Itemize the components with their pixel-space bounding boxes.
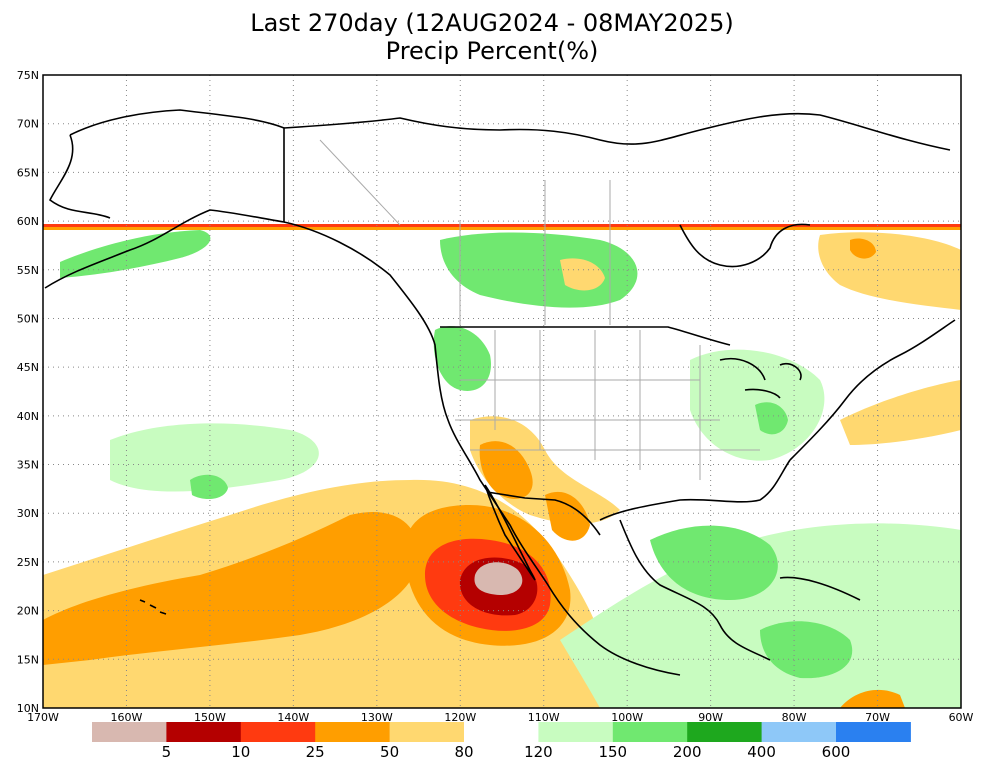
lat-label: 55N [17,264,39,277]
map-subtitle: Precip Percent(%) [385,37,599,65]
state-borders [319,139,760,480]
us-canada-border [440,326,731,346]
alaska-wet [60,230,211,278]
lon-label: 100W [611,711,643,724]
pacific-wet-patch-2 [190,474,228,500]
cuba [779,576,861,601]
hudson-bay-coastline [679,223,811,268]
colorbar-swatch [836,722,911,742]
lat-label: 25N [17,556,39,569]
colorbar-swatch [687,722,763,742]
west-mexico-dry-orange [545,491,590,541]
pacific-dry-band-orange [43,512,420,665]
colorbar-swatch [538,722,614,742]
caribbean-wet-green [650,525,778,600]
colorbar-swatch [315,722,391,742]
lon-label: 140W [277,711,309,724]
colorbar-label: 5 [162,743,172,761]
great-lakes [719,358,802,399]
south-american-dry [840,689,905,708]
baja-dry-core-pink [474,562,523,595]
lat-label: 15N [17,653,39,666]
coastlines [44,109,956,676]
lon-label: 90W [698,711,723,724]
hawaii-islands [139,599,167,615]
colorbar-labels: 5 10 25 50 80 120 150 200 400 600 [162,743,851,761]
precip-anomaly-layer [43,224,961,708]
colorbar-label: 400 [747,743,776,761]
colorbar-label: 150 [598,743,627,761]
east-coast [789,319,956,461]
lat-label: 45N [17,361,39,374]
data-cutoff-band-orange [43,227,961,230]
caribbean-wet-green-2 [760,621,853,679]
sw-us-dry-orange [479,441,533,499]
country-borders [440,326,731,536]
tropical-wet-band [560,523,961,708]
baja-peninsula [484,484,536,581]
lon-label: 60W [949,711,974,724]
lat-label: 20N [17,605,39,618]
latitude-labels: 75N 70N 65N 60N 55N 50N 45N 40N 35N 30N 25N 20N 15N 1… [17,69,39,715]
east-us-wet-core [755,402,788,435]
lat-label: 35N [17,459,39,472]
colorbar-swatch [761,722,837,742]
colorbar-label: 600 [822,743,851,761]
lon-label: 170W [27,711,59,724]
lon-label: 150W [194,711,226,724]
colorbar-swatch [389,722,465,742]
alaska-coastline [44,109,285,289]
lon-label: 70W [865,711,890,724]
lat-label: 10N [17,702,39,715]
labrador-dry [818,232,961,310]
lat-label: 65N [17,166,39,179]
lat-label: 30N [17,507,39,520]
colorbar-label: 200 [673,743,702,761]
lon-label: 130W [361,711,393,724]
lon-label: 80W [782,711,807,724]
us-mexico-border [486,491,601,536]
colorbar-swatch [166,722,242,742]
lat-label: 60N [17,215,39,228]
lat-label: 75N [17,69,39,82]
colorbar [92,722,911,742]
colorbar-label: 120 [524,743,553,761]
colorbar-swatch [240,722,316,742]
colorbar-label: 10 [231,743,250,761]
data-cutoff-band-red [43,224,961,227]
colorbar-swatch [92,722,167,742]
state-border-lines [319,139,760,480]
labrador-dry-orange [850,238,876,259]
canada-dry-patches [560,258,605,291]
lat-label: 70N [17,118,39,131]
lat-label: 40N [17,410,39,423]
lat-lon-grid [43,75,961,708]
colorbar-label: 80 [454,743,473,761]
map-frame [42,74,962,709]
colorbar-label: 25 [306,743,325,761]
gulf-of-mexico-coast [599,459,791,661]
lat-label: 50N [17,312,39,325]
lon-label: 120W [444,711,476,724]
colorbar-label: 50 [380,743,399,761]
colorbar-swatch [464,722,539,742]
colorbar-swatch [612,722,688,742]
canada-arctic-coastline [283,112,951,151]
north-america-west-coast [283,221,681,676]
lon-label: 110W [528,711,560,724]
map-title: Last 270day (12AUG2024 - 08MAY2025) [250,9,734,37]
lon-label: 160W [111,711,143,724]
pacific-wet-patch-1 [110,423,319,492]
northwest-us-wet [433,326,491,391]
atlantic-dry-yellow [840,380,961,445]
longitude-labels: 170W 160W 150W 140W 130W 120W 110W 100W 90W 80W 70… [27,711,973,724]
